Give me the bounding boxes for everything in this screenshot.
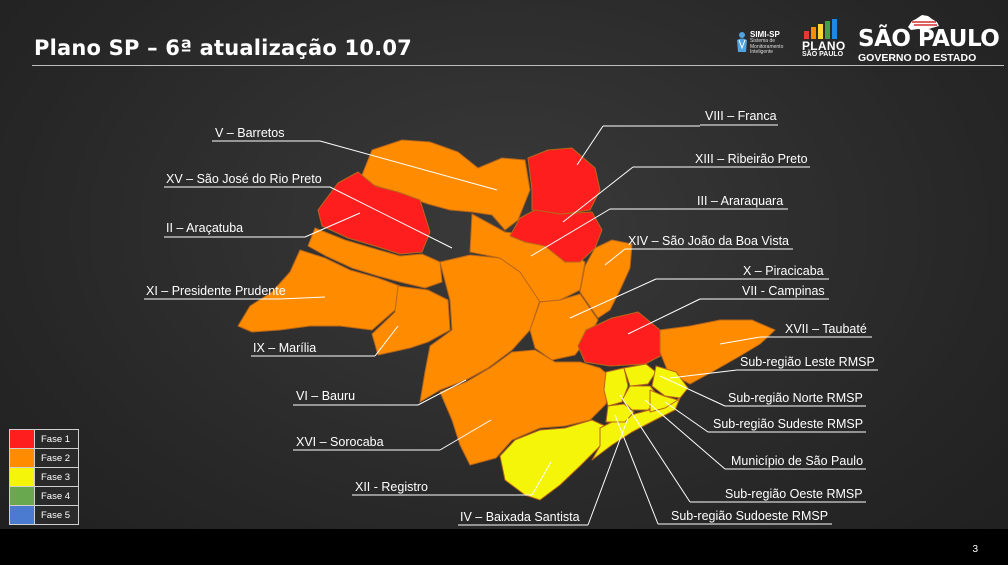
title-divider xyxy=(32,65,1004,66)
plano-logo-word: PLANO xyxy=(802,39,846,53)
simi-sp-logo: SIMI-SP Sistema de Monitoramento Intelig… xyxy=(735,30,795,60)
slide-footer: 3 xyxy=(0,529,1008,565)
sp-state-silhouette-icon xyxy=(908,15,939,30)
label-rmsp-oeste: Sub-região Oeste RMSP xyxy=(725,487,863,501)
label-franca: VIII – Franca xyxy=(705,109,777,123)
leader-line xyxy=(614,414,659,525)
phase-legend: Fase 1 Fase 2 Fase 3 Fase 4 Fase 5 xyxy=(9,429,79,525)
region-ribeirao-preto[interactable] xyxy=(509,209,603,263)
plano-logo-subtitle: SÃO PAULO xyxy=(802,51,844,58)
region-rmsp-sudoeste[interactable] xyxy=(605,403,635,423)
region-baixada-santista[interactable] xyxy=(591,397,681,461)
legend-label: Fase 2 xyxy=(41,452,71,464)
label-rmsp-sudoeste: Sub-região Sudoeste RMSP xyxy=(671,509,828,523)
leader-line xyxy=(644,399,726,470)
legend-label: Fase 5 xyxy=(41,509,71,521)
plano-bars-icon xyxy=(804,19,837,39)
legend-swatch-red xyxy=(10,430,35,448)
label-rmsp-norte: Sub-região Norte RMSP xyxy=(728,391,863,405)
leader-line xyxy=(374,325,399,357)
label-presidente-prudente: XI – Presidente Prudente xyxy=(146,284,286,298)
legend-label: Fase 4 xyxy=(41,490,71,502)
leader-line xyxy=(659,375,726,407)
page-title: Plano SP – 6ª atualização 10.07 xyxy=(34,36,412,60)
region-rmsp-leste[interactable] xyxy=(651,365,689,399)
sp-regions-map: V – Barretos XV – São José do Rio Preto … xyxy=(144,109,878,526)
legend-item-fase4: Fase 4 xyxy=(10,487,78,506)
legend-item-fase3: Fase 3 xyxy=(10,468,78,487)
leader-line xyxy=(719,336,761,345)
leader-line xyxy=(439,419,492,451)
leader-line xyxy=(562,166,634,223)
region-aracatuba[interactable] xyxy=(307,227,443,289)
region-franca[interactable] xyxy=(527,147,601,215)
label-araraquara: III – Araraquara xyxy=(697,194,783,208)
legend-swatch-yellow xyxy=(10,468,35,486)
leader-line xyxy=(604,248,626,266)
label-registro: XII - Registro xyxy=(355,480,428,494)
legend-swatch-blue xyxy=(10,506,35,524)
leader-line xyxy=(304,212,361,238)
region-taubate[interactable] xyxy=(659,319,776,385)
region-sao-jose-rio-preto[interactable] xyxy=(317,171,431,255)
legend-label: Fase 3 xyxy=(41,471,71,483)
region-marilia[interactable] xyxy=(371,285,451,356)
label-rmsp-sudeste: Sub-região Sudeste RMSP xyxy=(713,417,863,431)
region-sorocaba[interactable] xyxy=(439,349,613,466)
label-campinas: VII - Campinas xyxy=(742,284,825,298)
label-bauru: VI – Bauru xyxy=(296,389,355,403)
leader-line xyxy=(417,379,467,406)
leader-line xyxy=(619,394,691,503)
region-sao-joao-boa-vista[interactable] xyxy=(579,239,633,319)
leader-line xyxy=(531,461,552,496)
legend-swatch-orange xyxy=(10,449,35,467)
leader-line xyxy=(319,140,498,191)
label-municipio-sao-paulo: Município de São Paulo xyxy=(731,454,863,468)
legend-item-fase1: Fase 1 xyxy=(10,430,78,449)
legend-item-fase2: Fase 2 xyxy=(10,449,78,468)
label-ribeirao-preto: XIII – Ribeirão Preto xyxy=(695,152,808,166)
leader-line xyxy=(576,125,604,166)
leader-line xyxy=(569,278,657,319)
simi-logo-name: SIMI-SP xyxy=(750,30,780,39)
label-taubate: XVII – Taubaté xyxy=(785,322,867,336)
leader-line xyxy=(587,417,629,526)
leader-line xyxy=(627,298,701,335)
leader-line xyxy=(329,186,453,249)
region-barretos[interactable] xyxy=(359,139,531,231)
region-rmsp-norte[interactable] xyxy=(623,363,657,387)
governo-logo-subtitle: GOVERNO DO ESTADO xyxy=(858,52,977,64)
page-number: 3 xyxy=(972,544,978,555)
legend-swatch-green xyxy=(10,487,35,505)
label-sorocaba: XVI – Sorocaba xyxy=(296,435,384,449)
leader-line xyxy=(669,369,738,379)
label-sao-jose-rio-preto: XV – São José do Rio Preto xyxy=(166,172,322,186)
legend-item-fase5: Fase 5 xyxy=(10,506,78,524)
simi-person-icon xyxy=(737,32,747,52)
label-sao-joao-boa-vista: XIV – São João da Boa Vista xyxy=(628,234,789,248)
simi-logo-subtitle: Sistema de Monitoramento Inteligente xyxy=(750,38,784,55)
label-barretos: V – Barretos xyxy=(215,126,284,140)
governo-logo-name: SÃO PAULO xyxy=(858,26,1000,52)
label-marilia: IX – Marília xyxy=(253,341,316,355)
label-piracicaba: X – Piracicaba xyxy=(743,264,824,278)
plano-sp-logo: PLANO SÃO PAULO xyxy=(800,19,850,61)
governo-sp-logo: SÃO PAULO GOVERNO DO ESTADO xyxy=(858,13,1000,64)
label-aracatuba: II – Araçatuba xyxy=(166,221,243,235)
leader-line xyxy=(279,296,326,300)
region-rmsp-sudeste[interactable] xyxy=(649,389,679,413)
leader-line xyxy=(530,208,611,257)
label-baixada-santista: IV – Baixada Santista xyxy=(460,510,580,524)
legend-label: Fase 1 xyxy=(41,433,71,445)
leader-line xyxy=(664,401,709,433)
label-rmsp-leste: Sub-região Leste RMSP xyxy=(740,355,875,369)
